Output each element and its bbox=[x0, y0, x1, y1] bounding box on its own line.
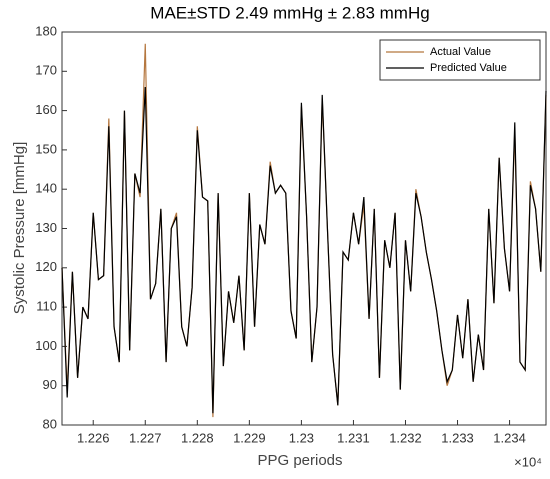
x-tick-label: 1.233 bbox=[441, 430, 474, 445]
y-tick-label: 170 bbox=[35, 63, 57, 78]
legend-label: Actual Value bbox=[430, 46, 491, 58]
y-tick-label: 160 bbox=[35, 102, 57, 117]
x-multiplier: ×10⁴ bbox=[514, 454, 542, 469]
y-tick-label: 130 bbox=[35, 220, 57, 235]
x-axis-label: PPG periods bbox=[257, 452, 342, 469]
legend-label: Predicted Value bbox=[430, 62, 507, 74]
x-tick-label: 1.231 bbox=[337, 430, 370, 445]
y-tick-label: 150 bbox=[35, 141, 57, 156]
x-tick-label: 1.228 bbox=[181, 430, 214, 445]
y-tick-label: 90 bbox=[43, 377, 57, 392]
x-tick-label: 1.23 bbox=[289, 430, 314, 445]
plot-area bbox=[61, 31, 547, 426]
x-tick-label: 1.229 bbox=[233, 430, 266, 445]
y-tick-label: 180 bbox=[35, 23, 57, 38]
y-axis-label: Systolic Pressure [mmHg] bbox=[11, 142, 28, 315]
x-tick-label: 1.234 bbox=[493, 430, 526, 445]
chart-title: MAE±STD 2.49 mmHg ± 2.83 mmHg bbox=[150, 3, 429, 22]
x-tick-label: 1.227 bbox=[129, 430, 162, 445]
x-tick-label: 1.226 bbox=[77, 430, 110, 445]
y-tick-label: 120 bbox=[35, 259, 57, 274]
y-tick-label: 100 bbox=[35, 338, 57, 353]
y-tick-label: 140 bbox=[35, 181, 57, 196]
legend-box bbox=[379, 39, 541, 81]
x-tick-label: 1.232 bbox=[389, 430, 422, 445]
y-tick-label: 80 bbox=[43, 416, 57, 431]
series-line bbox=[61, 86, 547, 414]
y-tick-label: 110 bbox=[36, 299, 57, 314]
